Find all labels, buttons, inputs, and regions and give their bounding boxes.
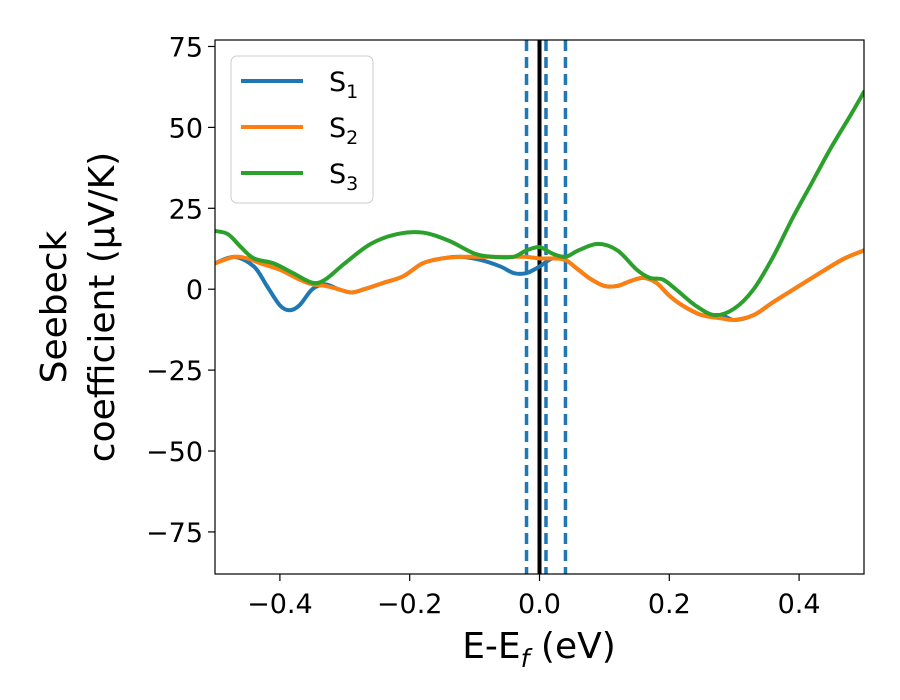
vertical-lines — [524, 40, 568, 574]
x-axis-label: E-Ef (eV) — [462, 626, 616, 673]
y-tick-label: −50 — [146, 437, 203, 468]
x-tick-label: −0.4 — [247, 589, 313, 620]
y-tick-label: −75 — [146, 518, 203, 549]
y-tick-label: 75 — [169, 32, 203, 63]
series-lines — [215, 89, 864, 323]
y-tick-label: 0 — [186, 275, 203, 306]
x-tick-label: 0.2 — [648, 589, 691, 620]
series-line-s3 — [215, 89, 864, 318]
x-axis-ticks: −0.4 −0.2 0.0 0.2 0.4 — [247, 574, 821, 620]
x-tick-label: −0.2 — [377, 589, 443, 620]
x-tick-label: 0.0 — [518, 589, 561, 620]
legend-label-s1: S1 — [329, 67, 358, 103]
y-axis-ticks: −75 −50 −25 0 25 50 75 — [146, 32, 215, 549]
y-tick-label: −25 — [146, 356, 203, 387]
legend-label-s3: S3 — [329, 159, 358, 195]
y-axis-label-line2: coefficient (μV/K) — [82, 152, 123, 462]
y-axis-label: Seebeck coefficient (μV/K) — [34, 152, 123, 462]
legend-label-s2: S2 — [329, 113, 358, 149]
legend-box — [230, 55, 374, 204]
y-tick-label: 25 — [169, 194, 203, 225]
y-tick-label: 50 — [169, 113, 203, 144]
y-axis-label-line1: Seebeck — [34, 230, 75, 383]
series-line-s2 — [215, 248, 864, 323]
legend: S1 S2 S3 — [230, 55, 374, 204]
x-tick-label: 0.4 — [778, 589, 821, 620]
